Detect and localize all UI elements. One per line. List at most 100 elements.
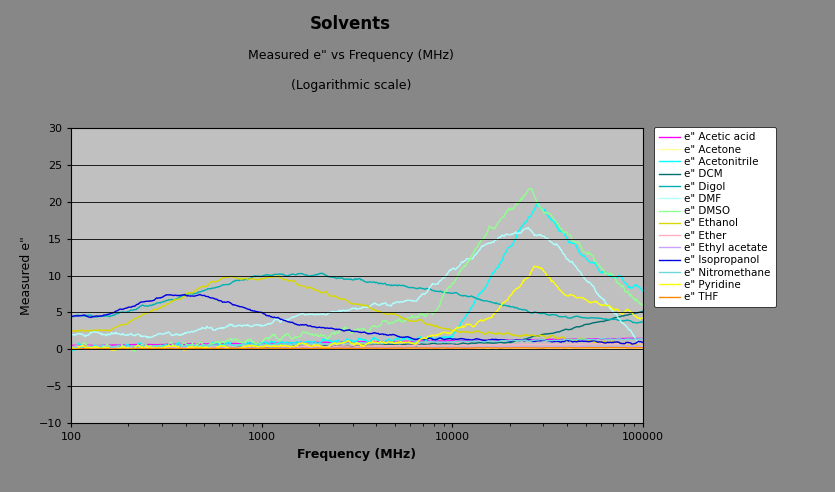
e" Isopropanol xyxy=(559,338,569,344)
e" Isopropanol xyxy=(195,291,205,297)
e" Ethyl acetate xyxy=(66,346,76,352)
e" Acetonitrile xyxy=(101,343,111,349)
e" DCM xyxy=(414,342,424,348)
e" DMSO xyxy=(129,348,139,354)
e" THF xyxy=(414,345,424,351)
e" Nitromethane xyxy=(598,336,608,341)
Line: e" Acetonitrile: e" Acetonitrile xyxy=(71,204,643,351)
Line: e" DCM: e" DCM xyxy=(71,311,643,349)
e" Digol xyxy=(631,320,641,326)
e" Acetone xyxy=(399,345,409,351)
e" Ether xyxy=(559,341,569,347)
e" Acetone xyxy=(431,345,441,351)
e" Acetic acid xyxy=(398,338,408,344)
e" DMSO xyxy=(560,229,570,235)
e" DCM xyxy=(399,341,409,347)
e" Ethanol xyxy=(101,327,111,333)
e" Ethanol xyxy=(500,331,510,337)
e" DCM xyxy=(431,341,441,347)
e" Nitromethane xyxy=(73,344,84,350)
e" DCM xyxy=(102,346,112,352)
e" Isopropanol xyxy=(638,339,648,345)
e" Isopropanol xyxy=(414,336,424,342)
e" DMF xyxy=(101,333,111,338)
e" Nitromethane xyxy=(414,339,424,345)
e" DMSO xyxy=(101,342,111,348)
Legend: e" Acetic acid, e" Acetone, e" Acetonitrile, e" DCM, e" Digol, e" DMF, e" DMSO, : e" Acetic acid, e" Acetone, e" Acetonitr… xyxy=(654,127,776,308)
e" DCM xyxy=(66,345,76,351)
e" Ethyl acetate xyxy=(630,343,640,349)
e" Ethanol xyxy=(431,322,441,328)
e" Acetic acid xyxy=(625,335,635,341)
e" Pyridine xyxy=(638,315,648,321)
Text: (Logarithmic scale): (Logarithmic scale) xyxy=(291,79,411,92)
e" Digol xyxy=(559,313,569,319)
e" Ether xyxy=(500,342,510,348)
e" Digol xyxy=(638,319,648,325)
e" DMF xyxy=(500,233,510,239)
e" Pyridine xyxy=(500,298,510,304)
e" THF xyxy=(559,345,569,351)
e" Pyridine xyxy=(529,263,539,269)
e" Acetone xyxy=(106,346,116,352)
e" Acetic acid xyxy=(638,336,648,341)
Line: e" Ether: e" Ether xyxy=(71,343,643,348)
e" Ethyl acetate xyxy=(414,345,424,351)
e" DMF xyxy=(413,296,423,302)
e" Ethyl acetate xyxy=(431,344,441,350)
e" Ether xyxy=(431,342,441,348)
Line: e" Ethyl acetate: e" Ethyl acetate xyxy=(71,346,643,349)
e" Ethyl acetate xyxy=(500,344,510,350)
e" Ethyl acetate xyxy=(101,346,111,352)
e" DMSO xyxy=(500,211,510,216)
e" Digol xyxy=(316,270,326,276)
e" Acetone xyxy=(638,345,648,351)
e" Ether xyxy=(165,345,175,351)
e" Acetic acid xyxy=(500,337,510,343)
e" Acetonitrile xyxy=(431,335,441,341)
e" Nitromethane xyxy=(638,336,648,341)
e" Acetone xyxy=(66,346,76,352)
Line: e" THF: e" THF xyxy=(71,347,643,349)
e" Ether xyxy=(414,342,424,348)
e" Pyridine xyxy=(431,332,441,338)
e" THF xyxy=(500,345,510,351)
e" Isopropanol xyxy=(399,334,409,340)
e" DMSO xyxy=(66,346,76,352)
Text: Solvents: Solvents xyxy=(310,15,392,33)
Line: e" Digol: e" Digol xyxy=(71,273,643,323)
e" Ethyl acetate xyxy=(119,346,129,352)
e" DMF xyxy=(398,299,408,305)
e" Acetonitrile xyxy=(638,288,648,294)
e" Ether xyxy=(399,343,409,349)
e" Nitromethane xyxy=(559,337,569,342)
Line: e" DMF: e" DMF xyxy=(71,228,643,345)
e" Pyridine xyxy=(399,339,409,345)
e" Acetic acid xyxy=(101,342,111,348)
e" Digol xyxy=(101,313,111,319)
e" Acetone xyxy=(101,346,111,352)
e" Ethanol xyxy=(66,328,76,334)
e" Digol xyxy=(66,314,76,320)
e" Acetonitrile xyxy=(399,337,409,342)
e" Pyridine xyxy=(101,345,111,351)
e" Digol xyxy=(431,288,441,294)
e" Nitromethane xyxy=(431,339,441,345)
e" Acetic acid xyxy=(66,343,76,349)
e" Acetonitrile xyxy=(129,348,139,354)
e" DMF xyxy=(559,251,569,257)
e" Ether xyxy=(638,341,648,347)
e" Ethanol xyxy=(559,335,569,341)
e" DCM xyxy=(91,346,101,352)
e" THF xyxy=(399,345,409,351)
e" Pyridine xyxy=(414,338,424,343)
e" Ethanol xyxy=(632,342,642,348)
e" Nitromethane xyxy=(399,339,409,345)
e" Acetone xyxy=(625,345,635,351)
e" DMSO xyxy=(414,313,424,319)
e" Isopropanol xyxy=(101,312,111,318)
e" Nitromethane xyxy=(500,338,510,343)
e" DMF xyxy=(430,281,440,287)
e" Digol xyxy=(399,282,409,288)
Line: e" Isopropanol: e" Isopropanol xyxy=(71,294,643,344)
